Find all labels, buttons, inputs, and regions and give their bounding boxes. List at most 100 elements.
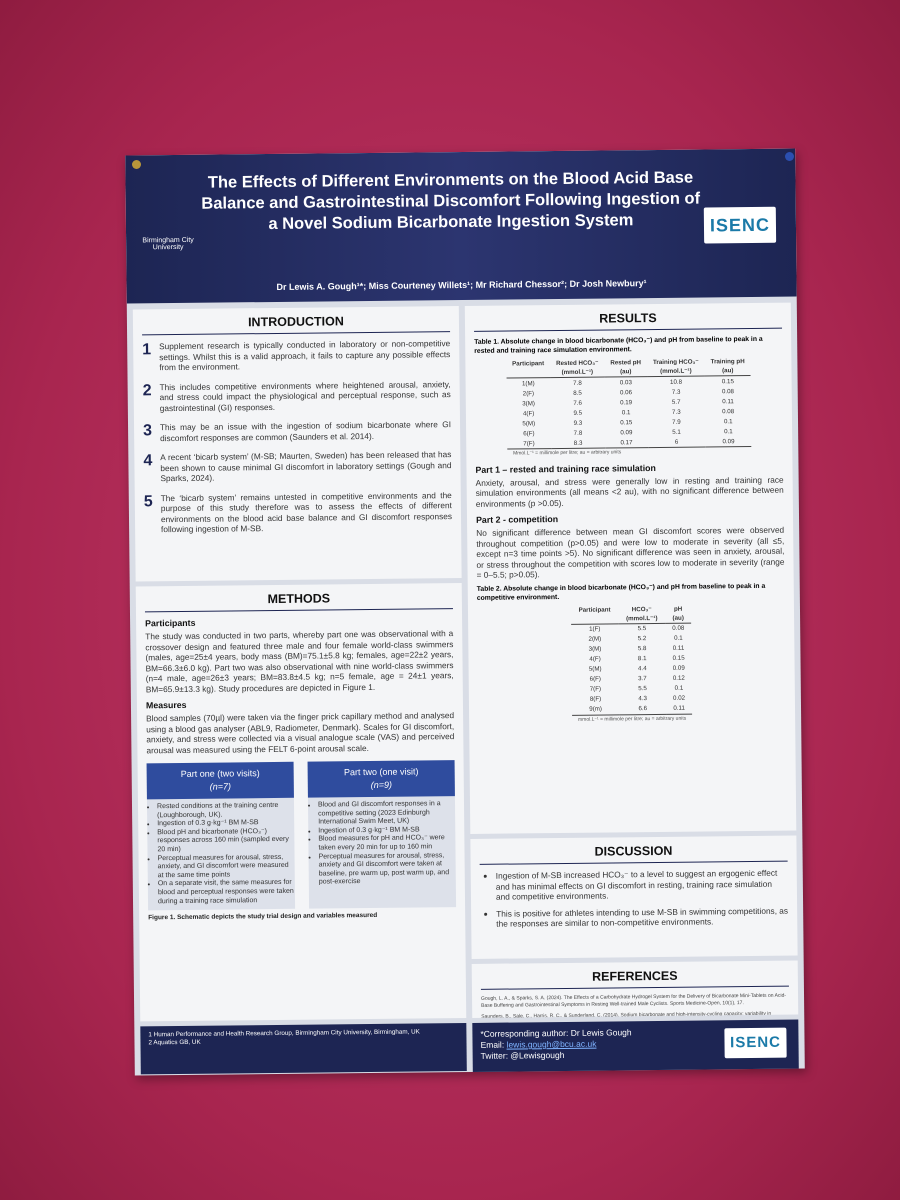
- email-link[interactable]: lewis.gough@bcu.ac.uk: [506, 1038, 597, 1050]
- column-header: pH: [673, 605, 683, 613]
- table-cell: 9(m): [589, 705, 602, 713]
- table-note: mmol.L⁻¹ = millimole per litre; au = arb…: [571, 713, 693, 724]
- table-cell: 0.1: [723, 417, 733, 425]
- table-note: Mmol.L⁻¹ = millimole per litre; au = arb…: [507, 446, 752, 459]
- reference: Gough, L. A., & Sparks, S. A. (2024). Th…: [481, 992, 787, 1009]
- table-cell: 0.1: [621, 408, 631, 416]
- subheading: Participants: [145, 617, 196, 629]
- table-cell: 5.8: [637, 645, 647, 653]
- table-cell: 5(M): [522, 419, 536, 427]
- column-unit: (au): [604, 367, 648, 378]
- table-cell: 8(F): [589, 695, 602, 703]
- table-cell: 1(M): [521, 379, 535, 387]
- discussion-bullet: Ingestion of M-SB increased HCO₃⁻ to a l…: [496, 868, 788, 903]
- box-n: (n=9): [370, 779, 392, 790]
- table-cell: 8.5: [573, 389, 582, 397]
- table-cell: 4.3: [638, 695, 647, 703]
- table-wrap: Participant HCO₃⁻ pH (mmol.L⁻¹) (au) 1(F) 5.5 0…: [477, 603, 786, 725]
- table-cell: 5.1: [672, 428, 681, 436]
- discussion: DISCUSSION Ingestion of M-SB increased H…: [470, 835, 798, 959]
- poster-title: The Effects of Different Environments on…: [201, 168, 701, 234]
- reference-list: Gough, L. A., & Sparks, S. A. (2024). Th…: [481, 993, 789, 1018]
- paragraph: Anxiety, arousal, and stress were genera…: [475, 474, 784, 509]
- table-cell: 6.6: [638, 705, 648, 713]
- table-cell: 0.11: [722, 397, 734, 405]
- table-cell: 0.09: [722, 437, 735, 445]
- box-bullet: Blood measures for pH and HCO₃⁻ were tak…: [318, 834, 455, 853]
- footer: 1 Human Performance and Health Research …: [134, 1014, 805, 1075]
- table-cell: 7.3: [671, 408, 681, 416]
- references: REFERENCES Gough, L. A., & Sparks, S. A.…: [471, 960, 799, 1018]
- right-column: RESULTS Table 1. Absolute change in bloo…: [464, 302, 799, 1018]
- column-header: Participant: [512, 360, 545, 368]
- results: RESULTS Table 1. Absolute change in bloo…: [464, 302, 797, 834]
- table-cell: 8.1: [637, 655, 647, 663]
- table-cell: 4.4: [637, 665, 647, 673]
- column-unit: (mmol.L⁻¹): [550, 367, 605, 378]
- table-cell: 7(F): [523, 439, 535, 447]
- table-cell: 4(F): [522, 409, 535, 417]
- box-n: (n=7): [209, 781, 231, 792]
- section-heading: DISCUSSION: [479, 842, 788, 865]
- table-caption: Table 1. Absolute change in blood bicarb…: [474, 335, 763, 355]
- table-cell: 0.11: [673, 704, 685, 712]
- discussion-bullet: This is positive for athletes intending …: [496, 905, 788, 929]
- section-heading: RESULTS: [473, 309, 783, 332]
- table-wrap: Participant Rested HCO₃⁻ Rested pH Training…: [474, 357, 783, 459]
- design-box: Part two (one visit)(n=9)Blood and GI di…: [307, 760, 457, 909]
- section-heading: INTRODUCTION: [141, 313, 451, 336]
- university: Birmingham City University: [142, 236, 194, 252]
- table-cell: 6: [674, 438, 679, 446]
- affiliations: 1 Human Performance and Health Research …: [140, 1023, 467, 1075]
- table-cell: 0.17: [620, 438, 633, 446]
- intro-point: 1 Supplement research is typically conduc…: [142, 338, 450, 373]
- table-cell: 5.2: [637, 635, 647, 643]
- column-unit: [570, 613, 619, 624]
- box-list: Blood and GI discomfort responses in a c…: [308, 800, 456, 887]
- table-cell: 0.09: [620, 428, 633, 436]
- subheading: Part 2 - competition: [475, 514, 559, 525]
- table-cell: 7.9: [672, 418, 681, 426]
- box-list: Rested conditions at the training centre…: [147, 802, 295, 907]
- point-number: 3: [142, 422, 153, 440]
- column-unit: (au): [704, 365, 751, 376]
- data-table: Participant HCO₃⁻ pH (mmol.L⁻¹) (au) 1(F) 5.5 0…: [570, 604, 693, 724]
- table-cell: 3(M): [588, 645, 602, 653]
- table-caption: Table 2. Absolute change in blood bicarb…: [476, 582, 766, 602]
- point-text: A recent ‘bicarb system’ (M-SB; Maurten,…: [160, 449, 452, 484]
- table-cell: 0.12: [672, 674, 685, 682]
- table-cell: 0.09: [672, 664, 685, 672]
- column-unit: (au): [665, 613, 692, 623]
- table-cell: 6(F): [523, 429, 535, 437]
- table-cell: 0.08: [722, 407, 735, 415]
- box-header: Part one (two visits) (n=7): [146, 761, 294, 800]
- table-cell: 3.7: [638, 675, 647, 683]
- table-cell: 2(M): [588, 635, 602, 643]
- note-row: mmol.L⁻¹ = millimole per litre; au = arb…: [571, 713, 693, 724]
- point-text: This includes competitive environments w…: [159, 378, 451, 413]
- table-cell: 0.08: [672, 624, 685, 632]
- introduction: INTRODUCTION 1 Supplement research is typ…: [132, 306, 462, 582]
- intro-point: 3 This may be an issue with the ingestion…: [143, 419, 451, 443]
- subheading: Measures: [145, 699, 187, 711]
- table-cell: 7.8: [573, 429, 583, 437]
- table-cell: 7.3: [671, 388, 681, 396]
- authors: Dr Lewis A. Gough¹*; Miss Courteney Will…: [276, 278, 647, 292]
- table-cell: 0.06: [619, 388, 633, 396]
- table-cell: 5.5: [638, 685, 647, 693]
- intro-point: 2 This includes competitive environments …: [143, 379, 451, 414]
- table-cell: 3(M): [522, 399, 535, 407]
- column-header: Training pH: [710, 358, 745, 366]
- design-box: Part one (two visits)(n=7) Rested conditi…: [146, 761, 296, 911]
- column-unit: [506, 368, 551, 379]
- paragraph: No significant difference between mean G…: [476, 524, 785, 580]
- email-label: Email:: [480, 1039, 505, 1050]
- contact: *Corresponding author: Dr Lewis Gough Em…: [472, 1019, 799, 1075]
- box-bullet: On a separate visit, the same measures f…: [158, 879, 295, 906]
- point-text: This may be an issue with the ingestion …: [159, 419, 452, 443]
- point-text: The ‘bicarb system’ remains untested in …: [160, 489, 453, 535]
- table-cell: 0.02: [672, 694, 686, 702]
- table-cell: 0.03: [619, 378, 632, 386]
- box-bullet: Perceptual measures for arousal, stress,…: [319, 852, 456, 888]
- point-number: 1: [142, 341, 152, 359]
